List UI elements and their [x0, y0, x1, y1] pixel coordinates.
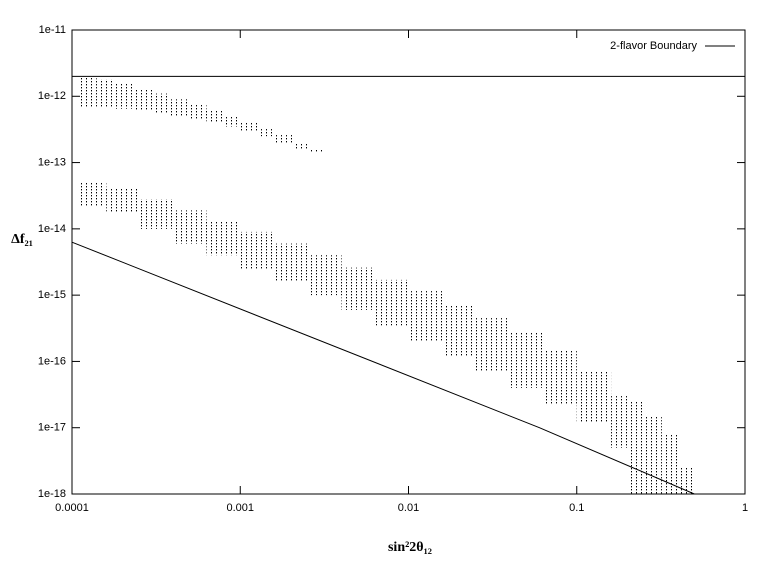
- y-tick-label: 1e-11: [39, 24, 66, 36]
- scan-region: [132, 88, 153, 111]
- legend-label: 2-flavor Boundary: [610, 40, 697, 52]
- scan-region: [223, 116, 241, 127]
- scan-region: [341, 267, 375, 310]
- y-tick-label: 1e-14: [38, 223, 66, 235]
- y-axis-title: Δf₂₁: [11, 232, 33, 247]
- x-axis-title: sin²2θ₁₂: [388, 540, 432, 555]
- scan-region: [611, 396, 628, 448]
- y-tick-label: 1e-16: [38, 355, 66, 367]
- scan-region: [114, 82, 133, 109]
- scan-region: [274, 243, 308, 282]
- x-tick-label: 0.1: [569, 502, 584, 514]
- scan-region: [188, 104, 207, 120]
- scan-region: [206, 110, 224, 123]
- x-tick-label: 0.0001: [55, 502, 89, 514]
- scan-region: [643, 416, 662, 494]
- scan-region: [96, 79, 115, 107]
- scan-region: [408, 291, 443, 342]
- scan-region: [78, 182, 107, 207]
- scan-region: [240, 231, 275, 269]
- y-tick-label: 1e-17: [38, 422, 66, 434]
- x-tick-label: 1: [742, 502, 748, 514]
- scan-region: [509, 331, 543, 388]
- y-tick-label: 1e-12: [38, 90, 66, 102]
- scan-region: [259, 129, 275, 137]
- scan-region: [169, 99, 189, 117]
- scan-region: [173, 210, 207, 244]
- scan-region: [627, 401, 644, 494]
- scan-region: [661, 434, 679, 494]
- scan-region: [106, 188, 139, 212]
- scan-region: [240, 122, 260, 131]
- scan-region: [206, 221, 241, 256]
- x-tick-label: 0.001: [226, 502, 254, 514]
- scan-region: [542, 349, 577, 406]
- scan-region: [307, 255, 342, 296]
- x-tick-label: 0.01: [398, 502, 419, 514]
- y-tick-label: 1e-13: [38, 156, 66, 168]
- scan-region: [310, 149, 326, 153]
- scan-region: [475, 318, 510, 372]
- scan-region: [374, 279, 409, 326]
- scan-region: [152, 93, 170, 114]
- scan-region: [442, 305, 476, 357]
- y-tick-label: 1e-18: [38, 488, 66, 500]
- scan-region: [294, 142, 311, 150]
- scan-region: [576, 371, 612, 423]
- scan-region: [78, 76, 97, 107]
- y-tick-label: 1e-15: [38, 289, 66, 301]
- scan-region: [678, 467, 695, 494]
- scan-region: [138, 199, 174, 229]
- scan-region: [274, 135, 295, 143]
